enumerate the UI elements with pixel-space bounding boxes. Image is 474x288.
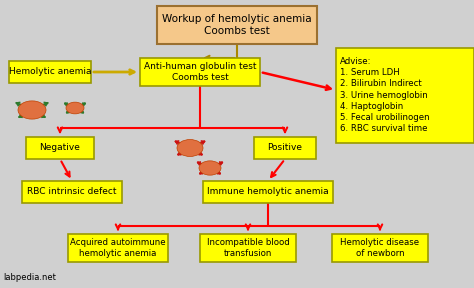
Ellipse shape [177,140,203,156]
Ellipse shape [18,101,46,119]
FancyBboxPatch shape [26,137,94,159]
Text: Workup of hemolytic anemia
Coombs test: Workup of hemolytic anemia Coombs test [162,14,312,36]
Text: Incompatible blood
transfusion: Incompatible blood transfusion [207,238,289,258]
FancyBboxPatch shape [157,6,317,44]
Text: Advise:
1. Serum LDH
2. Bilirubin Indirect
3. Urine hemoglobin
4. Haptoglobin
5.: Advise: 1. Serum LDH 2. Bilirubin Indire… [340,57,429,133]
FancyBboxPatch shape [203,181,333,203]
Text: Hemolytic disease
of newborn: Hemolytic disease of newborn [340,238,419,258]
Text: Positive: Positive [267,143,302,153]
Text: RBC intrinsic defect: RBC intrinsic defect [27,187,117,196]
FancyBboxPatch shape [68,234,168,262]
FancyBboxPatch shape [9,61,91,83]
FancyBboxPatch shape [140,58,260,86]
FancyBboxPatch shape [254,137,316,159]
FancyBboxPatch shape [332,234,428,262]
Ellipse shape [199,161,221,175]
Text: labpedia.net: labpedia.net [3,273,56,282]
FancyBboxPatch shape [200,234,296,262]
Text: Acquired autoimmune
hemolytic anemia: Acquired autoimmune hemolytic anemia [70,238,166,258]
FancyBboxPatch shape [336,48,474,143]
Text: Negative: Negative [39,143,81,153]
Text: Anti-human globulin test
Coombs test: Anti-human globulin test Coombs test [144,62,256,82]
FancyBboxPatch shape [22,181,122,203]
Ellipse shape [66,102,84,114]
Text: Hemolytic anemia: Hemolytic anemia [9,67,91,77]
Text: Immune hemolytic anemia: Immune hemolytic anemia [207,187,329,196]
